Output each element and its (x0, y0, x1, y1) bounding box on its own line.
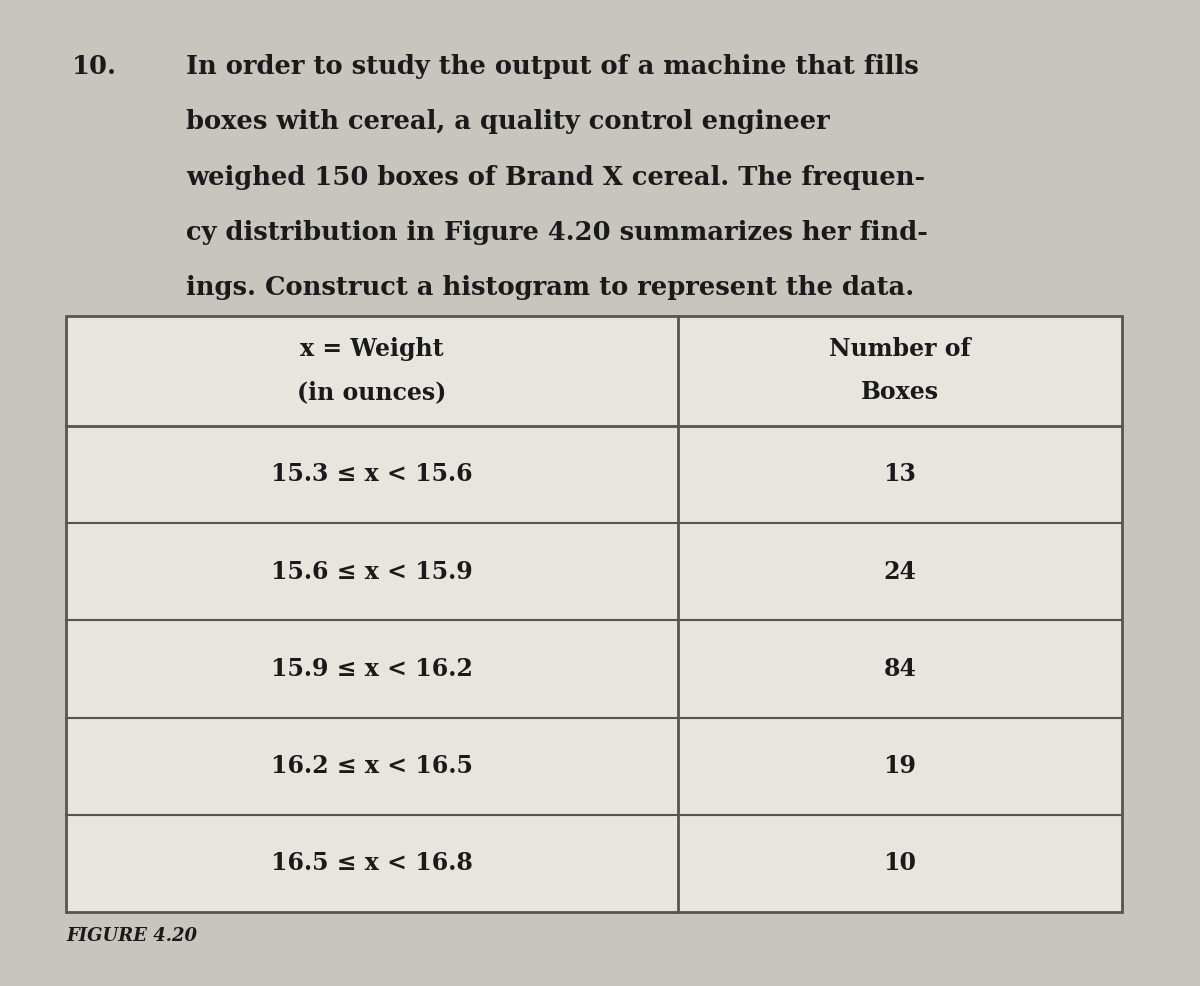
Text: (in ounces): (in ounces) (298, 381, 446, 404)
Text: 16.5 ≤ x < 16.8: 16.5 ≤ x < 16.8 (271, 852, 473, 876)
Text: cy distribution in Figure 4.20 summarizes her find-: cy distribution in Figure 4.20 summarize… (186, 220, 928, 245)
Text: In order to study the output of a machine that fills: In order to study the output of a machin… (186, 54, 919, 79)
Text: boxes with cereal, a quality control engineer: boxes with cereal, a quality control eng… (186, 109, 829, 134)
Text: 19: 19 (883, 754, 917, 778)
Text: 15.3 ≤ x < 15.6: 15.3 ≤ x < 15.6 (271, 462, 473, 486)
Text: ings. Construct a histogram to represent the data.: ings. Construct a histogram to represent… (186, 275, 914, 300)
Text: 24: 24 (883, 560, 917, 584)
Bar (66, 316, 1122, 912)
Text: 10: 10 (883, 852, 917, 876)
Text: Boxes: Boxes (860, 381, 940, 404)
Text: 16.2 ≤ x < 16.5: 16.2 ≤ x < 16.5 (271, 754, 473, 778)
Text: Number of: Number of (829, 337, 971, 361)
Text: x = Weight: x = Weight (300, 337, 444, 361)
Text: 15.6 ≤ x < 15.9: 15.6 ≤ x < 15.9 (271, 560, 473, 584)
Text: FIGURE 4.20: FIGURE 4.20 (66, 927, 197, 945)
Text: 10.: 10. (72, 54, 118, 79)
Text: 84: 84 (883, 657, 917, 681)
Text: weighed 150 boxes of Brand X cereal. The frequen-: weighed 150 boxes of Brand X cereal. The… (186, 165, 925, 189)
Text: 13: 13 (883, 462, 917, 486)
Text: 15.9 ≤ x < 16.2: 15.9 ≤ x < 16.2 (271, 657, 473, 681)
